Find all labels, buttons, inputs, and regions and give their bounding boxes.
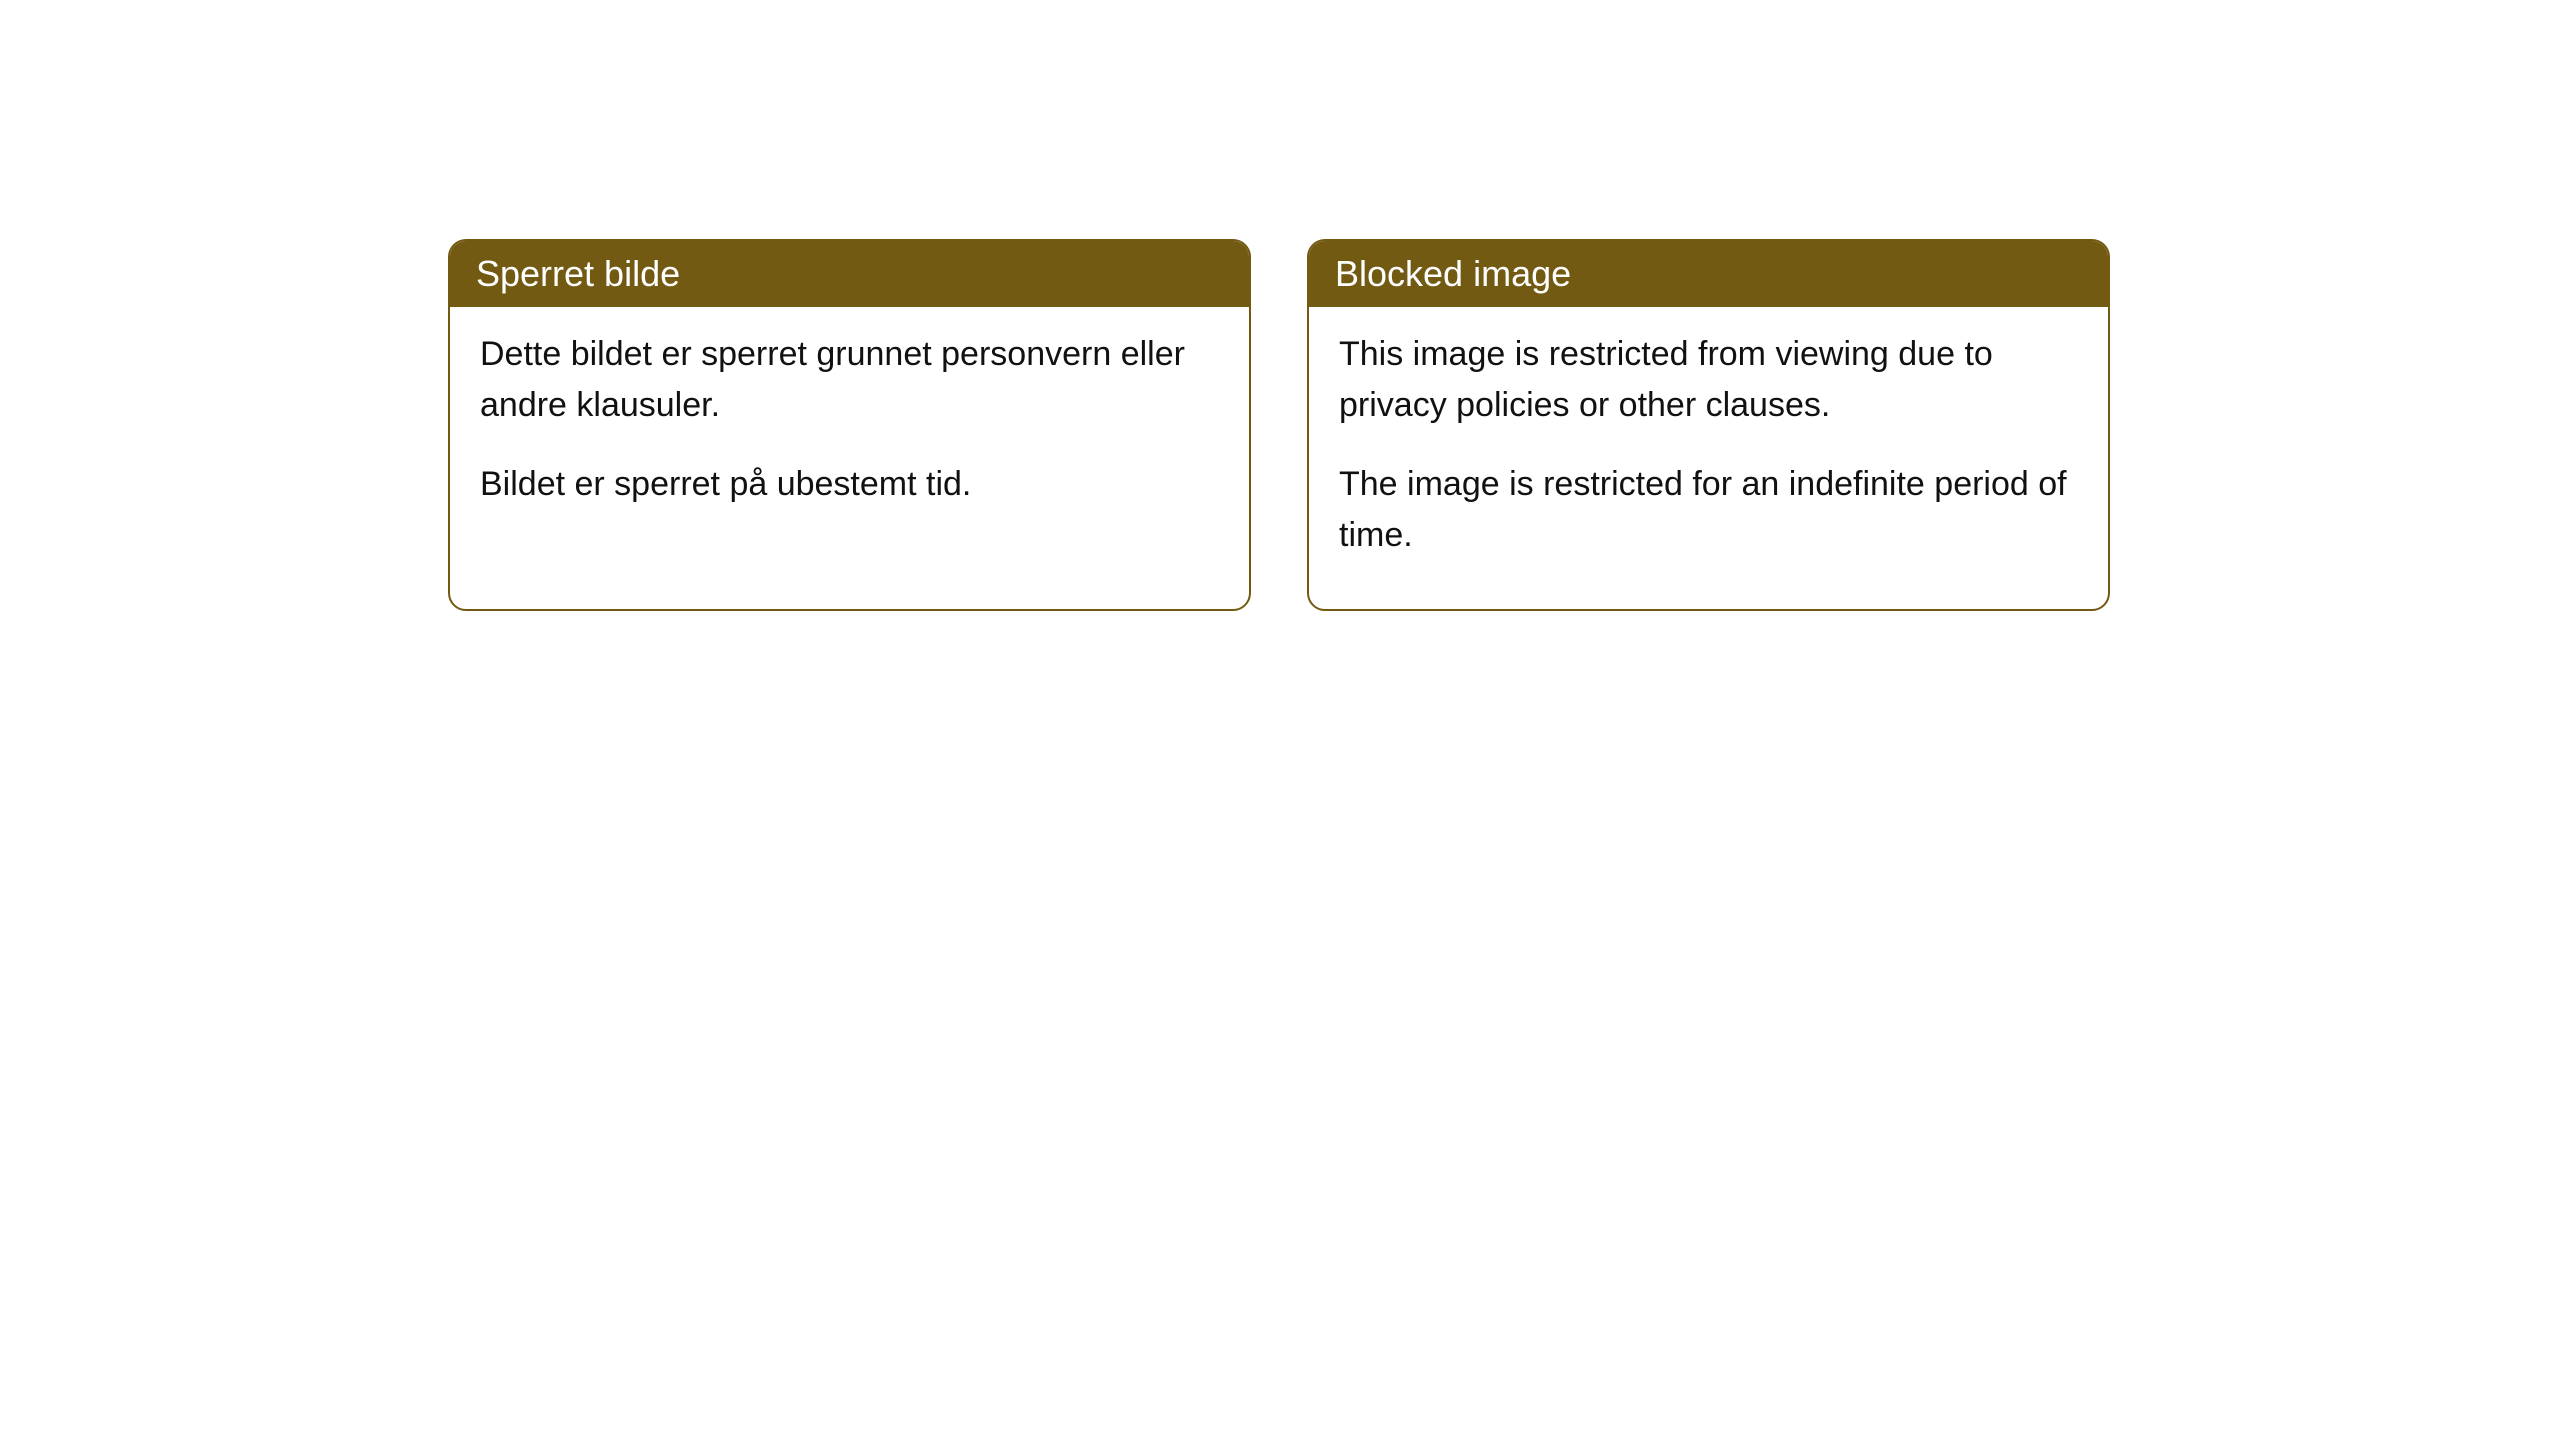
card-header-norwegian: Sperret bilde <box>450 241 1249 307</box>
card-header-english: Blocked image <box>1309 241 2108 307</box>
card-paragraph: The image is restricted for an indefinit… <box>1339 459 2078 561</box>
card-english: Blocked image This image is restricted f… <box>1307 239 2110 611</box>
cards-container: Sperret bilde Dette bildet er sperret gr… <box>448 239 2110 611</box>
card-paragraph: Dette bildet er sperret grunnet personve… <box>480 329 1219 431</box>
card-paragraph: This image is restricted from viewing du… <box>1339 329 2078 431</box>
card-norwegian: Sperret bilde Dette bildet er sperret gr… <box>448 239 1251 611</box>
card-paragraph: Bildet er sperret på ubestemt tid. <box>480 459 1219 510</box>
card-body-norwegian: Dette bildet er sperret grunnet personve… <box>450 307 1249 558</box>
card-body-english: This image is restricted from viewing du… <box>1309 307 2108 609</box>
